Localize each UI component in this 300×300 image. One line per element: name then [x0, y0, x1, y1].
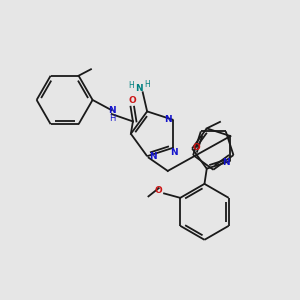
Text: N: N	[109, 106, 116, 115]
Text: O: O	[155, 186, 163, 195]
Text: N: N	[164, 116, 172, 124]
Text: N: N	[222, 158, 230, 167]
Text: O: O	[128, 96, 136, 105]
Text: O: O	[193, 143, 201, 152]
Text: N: N	[148, 152, 156, 161]
Text: N: N	[170, 148, 177, 158]
Text: H: H	[109, 114, 116, 123]
Text: N: N	[135, 84, 143, 93]
Text: H: H	[129, 81, 134, 90]
Text: H: H	[144, 80, 150, 88]
